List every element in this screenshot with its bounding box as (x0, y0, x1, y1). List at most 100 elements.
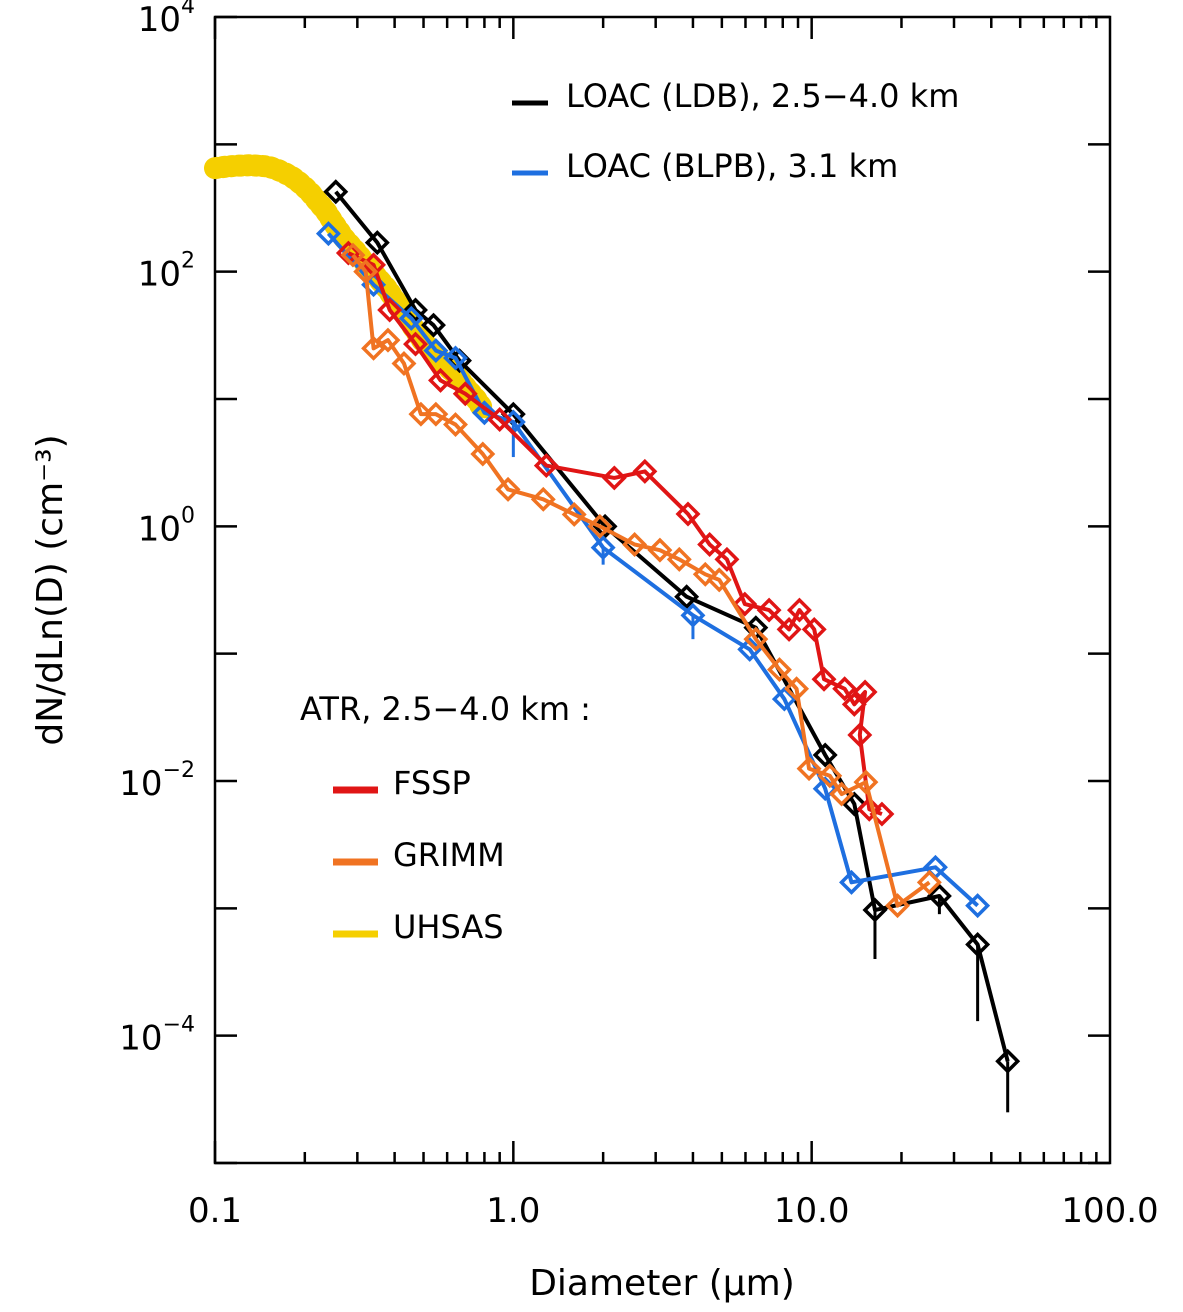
data-point-uhsas (231, 158, 246, 173)
data-point-ldb (323, 179, 349, 205)
y-tick-label: 100 (138, 503, 195, 549)
data-point-fssp (697, 532, 723, 557)
data-point-grimm (817, 763, 843, 789)
data-point-blpb (737, 636, 763, 662)
legend-group-title: ATR, 2.5−4.0 km : (300, 690, 591, 728)
data-point-ldb (995, 1048, 1021, 1074)
legend-label-blpb: LOAC (BLPB), 3.1 km (566, 147, 898, 185)
data-point-fssp (714, 546, 740, 572)
data-point-fssp (487, 407, 513, 432)
data-point-blpb (315, 221, 341, 247)
legend-label-fssp: FSSP (393, 764, 471, 802)
data-point-grimm (353, 259, 379, 285)
data-point-uhsas (310, 193, 325, 208)
data-point-grimm (692, 561, 718, 587)
data-point-ldb (403, 297, 428, 323)
legend-label-ldb: LOAC (LDB), 2.5−4.0 km (566, 77, 959, 115)
data-point-fssp (786, 597, 812, 623)
data-point-grimm (495, 476, 521, 502)
data-point-grimm (784, 676, 810, 702)
x-axis-title: Diameter (µm) (529, 1263, 795, 1304)
series-line-fssp (347, 251, 883, 816)
data-point-blpb (965, 893, 991, 919)
data-point-ldb (674, 584, 700, 610)
plot-frame (213, 15, 1112, 1165)
data-point-ldb (812, 742, 838, 768)
data-point-fssp (776, 616, 802, 642)
data-point-ldb (965, 932, 991, 957)
data-point-grimm (443, 412, 468, 438)
data-point-fssp (847, 722, 873, 748)
data-point-blpb (398, 305, 424, 331)
data-point-grimm (470, 441, 496, 467)
y-axis-title: dN/dLn(D) (cm⁻³) (30, 434, 71, 745)
legend-label-grimm: GRIMM (393, 836, 505, 874)
data-point-blpb (680, 602, 706, 628)
series-layer (204, 154, 1021, 1113)
data-point-blpb (471, 400, 497, 426)
data-point-grimm (853, 769, 879, 795)
data-point-grimm (647, 537, 673, 563)
series-blpb (315, 221, 991, 919)
data-point-blpb (423, 338, 449, 364)
data-point-fssp (811, 666, 837, 692)
data-point-grimm (767, 657, 792, 683)
data-point-grimm (587, 513, 613, 539)
data-point-fssp (675, 501, 701, 527)
data-point-fssp (841, 691, 867, 717)
data-point-uhsas (450, 369, 465, 384)
data-point-fssp (403, 331, 428, 357)
data-point-grimm (340, 242, 366, 268)
data-point-fssp (335, 240, 361, 266)
x-tick-label: 1.0 (486, 1191, 540, 1231)
data-point-grimm (666, 546, 692, 572)
y-tick-label: 10−2 (119, 758, 195, 804)
y-tick-label: 102 (138, 249, 195, 295)
data-point-grimm (391, 351, 417, 376)
x-tick-label: 0.1 (188, 1191, 242, 1231)
data-point-uhsas (220, 159, 235, 174)
data-point-ldb (926, 883, 952, 909)
legend: LOAC (LDB), 2.5−4.0 km LOAC (BLPB), 3.1 k… (300, 77, 959, 946)
data-point-fssp (732, 591, 758, 617)
series-ldb (323, 179, 1021, 1113)
data-point-fssp (756, 597, 782, 623)
data-point-grimm (375, 327, 401, 353)
data-point-ldb (364, 230, 390, 256)
data-point-grimm (706, 567, 732, 593)
data-point-ldb (592, 513, 618, 539)
data-point-ldb (421, 312, 446, 338)
data-point-fssp (452, 381, 478, 407)
axes: 0.1 1.0 10.0 100.0 104 102 100 10−2 10−4 (119, 0, 1158, 1231)
x-tick-label: 10.0 (774, 1191, 850, 1231)
data-point-fssp (601, 465, 627, 491)
data-point-grimm (622, 532, 648, 557)
data-point-uhsas (208, 161, 222, 176)
series-grimm (340, 242, 942, 919)
y-tick-label: 10−4 (119, 1013, 195, 1059)
data-point-blpb (443, 345, 468, 371)
series-uhsas (204, 154, 496, 423)
data-point-fssp (428, 367, 453, 393)
data-point-grimm (530, 486, 556, 512)
data-point-grimm (885, 893, 911, 919)
data-point-ldb (841, 791, 867, 817)
data-point-fssp (533, 453, 559, 479)
data-point-grimm (423, 401, 449, 427)
legend-label-uhsas: UHSAS (393, 908, 504, 946)
data-point-blpb (839, 869, 864, 895)
data-point-fssp (377, 297, 403, 323)
data-point-fssp (801, 616, 827, 642)
data-point-grimm (361, 335, 387, 361)
data-point-grimm (829, 781, 855, 807)
data-point-fssp (832, 676, 858, 702)
data-point-blpb (590, 535, 616, 561)
x-tick-label: 100.0 (1061, 1191, 1158, 1231)
data-point-fssp (856, 796, 882, 822)
data-point-blpb (771, 686, 797, 712)
data-point-grimm (561, 501, 587, 527)
y-tick-label: 104 (138, 0, 195, 40)
data-point-ldb (862, 897, 888, 923)
data-point-grimm (916, 869, 942, 895)
